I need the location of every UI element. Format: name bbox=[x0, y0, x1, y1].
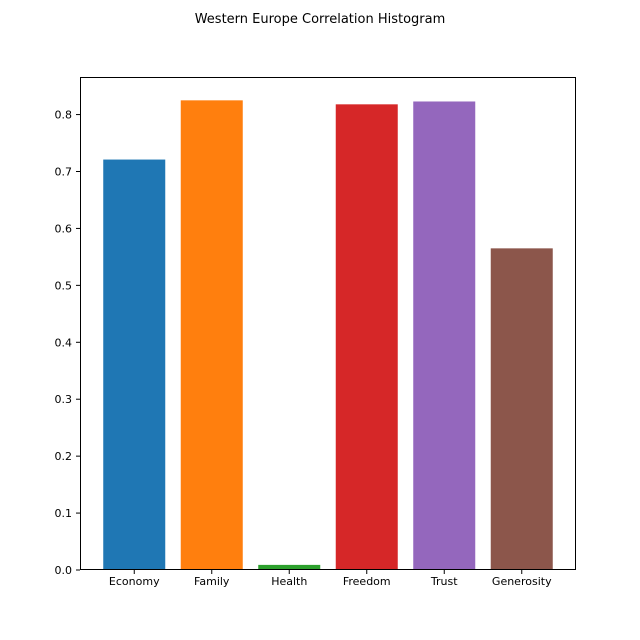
bar-generosity bbox=[490, 248, 553, 570]
y-tick-label: 0.6 bbox=[55, 222, 73, 235]
bar-economy bbox=[103, 159, 166, 571]
y-tick-label: 0.5 bbox=[55, 279, 73, 292]
x-tick-label: Freedom bbox=[343, 575, 391, 588]
bar-trust bbox=[413, 101, 476, 570]
x-tick-label: Economy bbox=[109, 575, 160, 588]
bar-health bbox=[258, 564, 321, 570]
x-axis-ticks: Economy Family Health Freedom Trust Generosit… bbox=[109, 570, 552, 588]
x-tick-label: Trust bbox=[430, 575, 458, 588]
y-tick-label: 0.3 bbox=[55, 393, 73, 406]
bar-freedom bbox=[335, 104, 398, 570]
y-tick-label: 0.2 bbox=[55, 450, 73, 463]
y-tick-label: 0.0 bbox=[55, 564, 73, 577]
bars-layer bbox=[103, 100, 553, 571]
y-tick-label: 0.4 bbox=[55, 336, 73, 349]
y-tick-label: 0.7 bbox=[55, 166, 73, 179]
y-tick-label: 0.1 bbox=[55, 507, 73, 520]
x-tick-label: Family bbox=[194, 575, 230, 588]
y-axis-ticks: 0.0 0.1 0.2 0.3 0.4 0.5 0.6 0.7 0.8 bbox=[55, 109, 80, 577]
axes-layer bbox=[80, 77, 576, 570]
x-tick-label: Generosity bbox=[492, 575, 552, 588]
chart-title: Western Europe Correlation Histogram bbox=[195, 12, 446, 27]
x-tick-label: Health bbox=[271, 575, 307, 588]
y-tick-label: 0.8 bbox=[55, 109, 73, 122]
plot-frame bbox=[80, 77, 576, 570]
bar-family bbox=[180, 100, 243, 570]
